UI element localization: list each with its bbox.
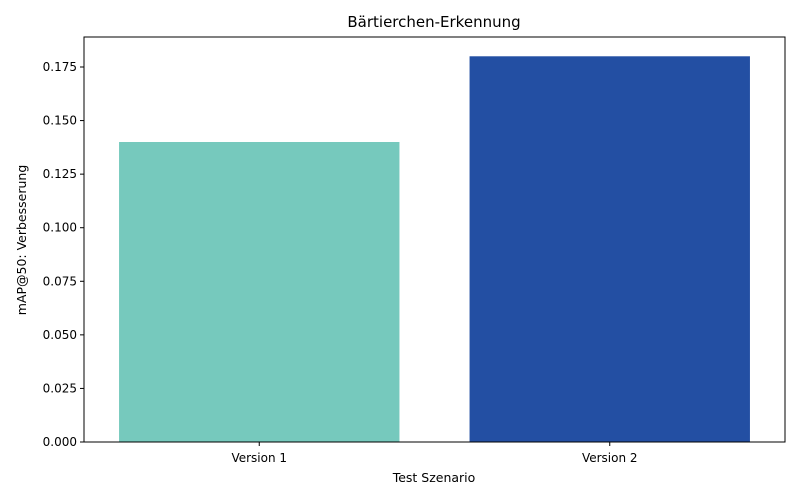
y-tick-label: 0.050 <box>43 328 77 342</box>
y-tick-label: 0.100 <box>43 221 77 235</box>
y-tick-label: 0.025 <box>43 381 77 395</box>
x-tick-label: Version 2 <box>582 451 638 465</box>
y-tick-label: 0.150 <box>43 114 77 128</box>
y-tick-label: 0.075 <box>43 274 77 288</box>
y-axis-ticks: 0.000 0.025 0.050 0.075 0.100 0.125 0.150 0.175 <box>43 60 84 449</box>
chart-title: Bärtierchen-Erkennung <box>347 13 520 31</box>
y-tick-label: 0.175 <box>43 60 77 74</box>
x-axis-label: Test Szenario <box>392 470 476 485</box>
bar-2 <box>469 56 750 443</box>
y-tick-label: 0.125 <box>43 167 77 181</box>
y-axis-label: mAP@50: Verbesserung <box>14 165 29 316</box>
x-axis-ticks: Version 1 Version 2 <box>231 442 638 465</box>
plot-frame <box>83 36 786 443</box>
bars-group <box>119 56 750 443</box>
x-tick-label: Version 1 <box>231 451 287 465</box>
y-tick-label: 0.000 <box>43 435 77 449</box>
bar-1 <box>119 142 400 442</box>
